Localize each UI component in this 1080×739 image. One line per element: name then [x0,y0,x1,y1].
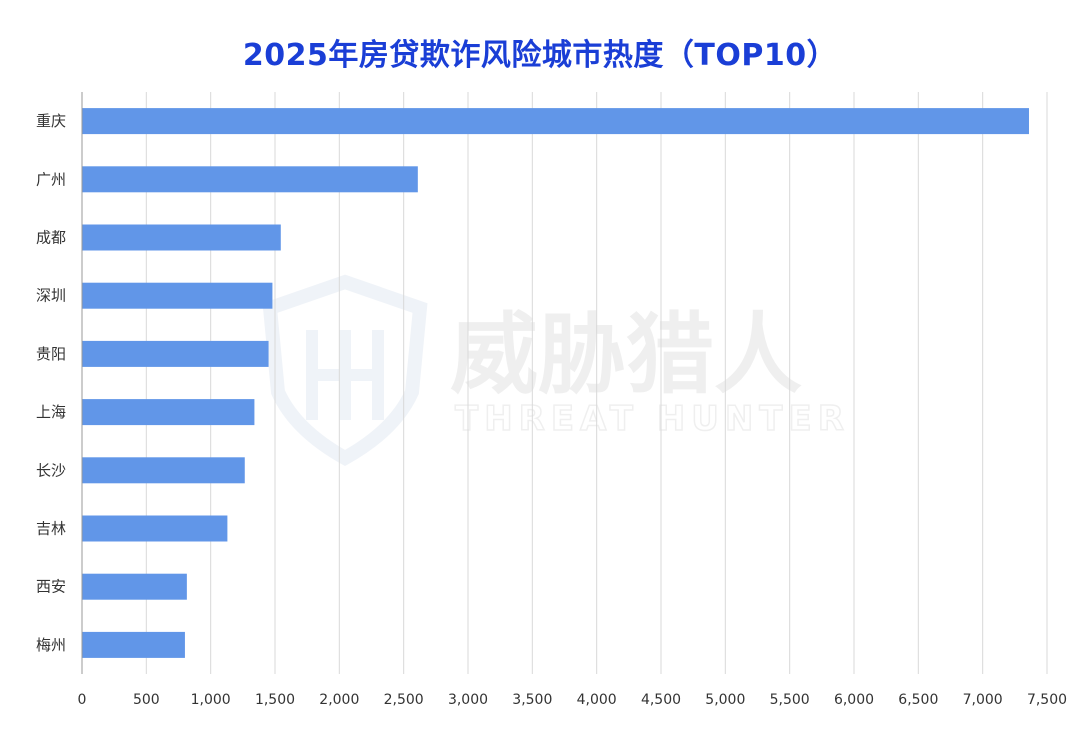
x-tick-label: 2,000 [319,692,359,708]
x-tick-label: 3,000 [448,692,488,708]
bar [82,108,1029,135]
y-tick-label: 深圳 [36,287,66,305]
bars [82,108,1029,658]
x-tick-label: 7,000 [963,692,1003,708]
y-tick-label: 成都 [36,229,66,247]
x-tick-label: 7,500 [1027,692,1067,708]
bar [82,399,255,426]
x-tick-label: 6,500 [898,692,938,708]
watermark-cn: 威胁猎人 [450,303,802,406]
x-tick-label: 5,000 [705,692,745,708]
y-tick-label: 西安 [36,578,66,596]
watermark: 威胁猎人 THREAT HUNTER [262,274,850,467]
x-tick-label: 4,000 [577,692,617,708]
x-tick-label: 3,500 [512,692,552,708]
y-tick-label: 重庆 [36,112,66,130]
y-tick-label: 贵阳 [36,345,66,363]
watermark-en: THREAT HUNTER [455,399,850,439]
chart-title: 2025年房贷欺诈风险城市热度（TOP10） [242,38,838,73]
bar [82,282,273,309]
y-tick-label: 吉林 [36,520,66,538]
x-tick-label: 4,500 [641,692,681,708]
y-tick-label: 梅州 [36,636,66,654]
bar [82,457,245,484]
x-axis-labels: 0 500 1,000 1,500 2,000 2,500 3,000 3,500 4,000 4… [78,692,1068,708]
y-tick-label: 上海 [36,403,66,421]
bar [82,224,281,251]
x-tick-label: 1,500 [255,692,295,708]
bar [82,515,228,542]
x-tick-label: 500 [133,692,160,708]
bar [82,631,185,658]
bar [82,166,418,193]
bar [82,340,269,367]
x-tick-label: 5,500 [770,692,810,708]
y-tick-label: 广州 [36,170,66,188]
y-tick-label: 长沙 [36,461,66,479]
shield-logo-icon [262,274,428,467]
bar [82,573,187,600]
x-tick-label: 2,500 [384,692,424,708]
x-tick-label: 0 [78,692,87,708]
x-tick-label: 6,000 [834,692,874,708]
x-tick-label: 1,000 [191,692,231,708]
